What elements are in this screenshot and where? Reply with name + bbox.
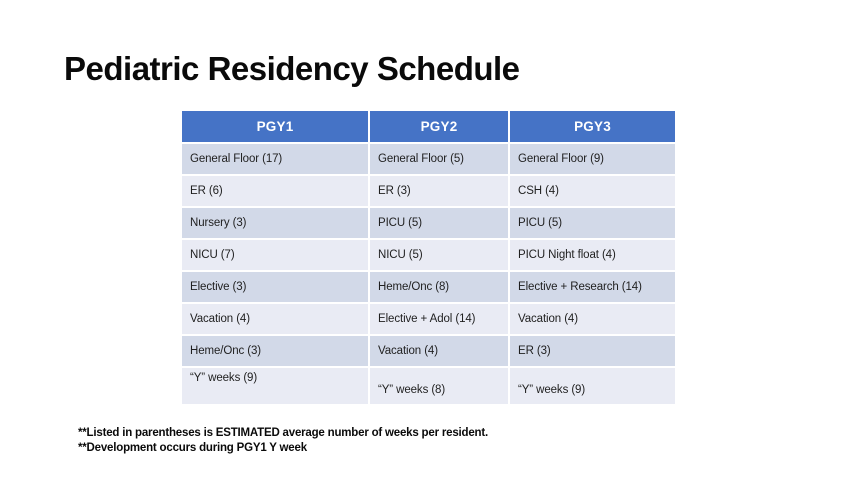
table-cell: Vacation (4) xyxy=(510,304,675,334)
table-cell: “Y” weeks (9) xyxy=(510,368,675,404)
table-cell: Vacation (4) xyxy=(182,304,368,334)
table-cell: ER (6) xyxy=(182,176,368,206)
table-cell: “Y” weeks (8) xyxy=(370,368,508,404)
table-cell: NICU (7) xyxy=(182,240,368,270)
table-cell: Heme/Onc (3) xyxy=(182,336,368,366)
table-cell: Elective + Adol (14) xyxy=(370,304,508,334)
residency-schedule-table: PGY1 PGY2 PGY3 General Floor (17) Genera… xyxy=(182,111,675,404)
table-cell: PICU (5) xyxy=(370,208,508,238)
table-header-pgy1: PGY1 xyxy=(182,111,368,142)
table-cell: NICU (5) xyxy=(370,240,508,270)
footnote-line-2: **Development occurs during PGY1 Y week xyxy=(78,442,307,454)
footnote-line-1: **Listed in parentheses is ESTIMATED ave… xyxy=(78,427,488,439)
table-cell: General Floor (5) xyxy=(370,144,508,174)
table-cell: CSH (4) xyxy=(510,176,675,206)
footnotes: **Listed in parentheses is ESTIMATED ave… xyxy=(78,426,488,456)
table-cell: ER (3) xyxy=(370,176,508,206)
table-cell: Nursery (3) xyxy=(182,208,368,238)
page-title: Pediatric Residency Schedule xyxy=(64,50,520,87)
table-header-pgy3: PGY3 xyxy=(510,111,675,142)
table-cell: Elective + Research (14) xyxy=(510,272,675,302)
table-cell: ER (3) xyxy=(510,336,675,366)
table-cell: Vacation (4) xyxy=(370,336,508,366)
table-cell: General Floor (9) xyxy=(510,144,675,174)
table-header-pgy2: PGY2 xyxy=(370,111,508,142)
table-cell: “Y” weeks (9) xyxy=(182,368,368,404)
table-cell: General Floor (17) xyxy=(182,144,368,174)
table-cell: PICU Night float (4) xyxy=(510,240,675,270)
table-cell: Elective (3) xyxy=(182,272,368,302)
table-cell: Heme/Onc (8) xyxy=(370,272,508,302)
table-cell: PICU (5) xyxy=(510,208,675,238)
